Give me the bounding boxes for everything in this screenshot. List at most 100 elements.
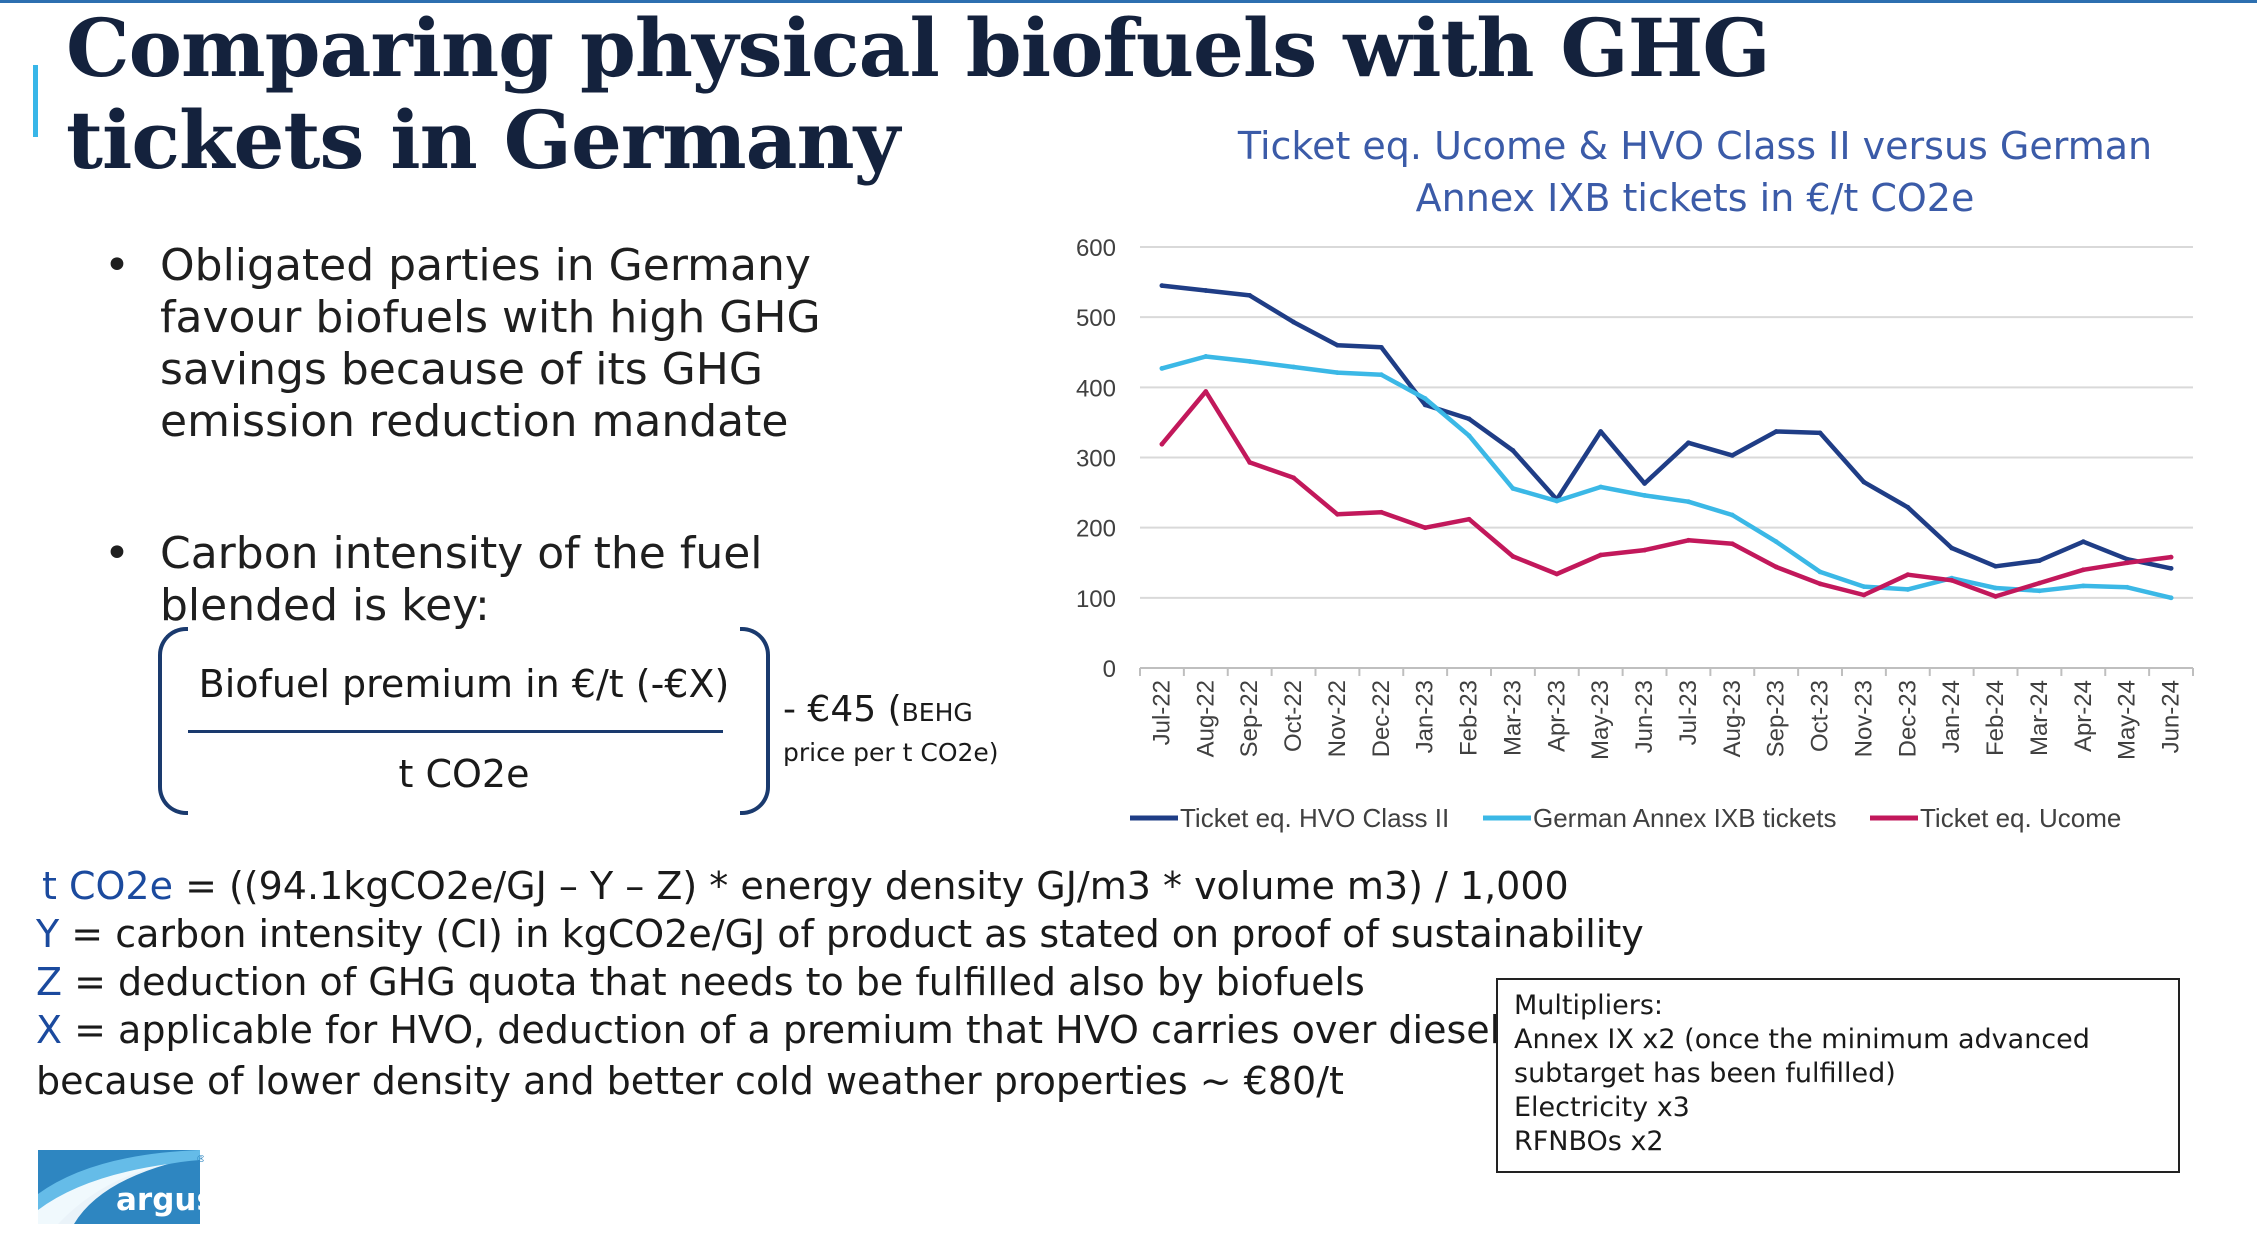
data-point	[1466, 516, 1472, 522]
data-point	[1905, 572, 1911, 578]
data-point	[1510, 554, 1516, 559]
chart-title: Ticket eq. Ucome & HVO Class II versus G…	[1237, 124, 2153, 220]
data-point	[1159, 441, 1165, 447]
x-tick-label: Jul-22	[1148, 680, 1175, 745]
x-tick-label: Dec-22	[1368, 680, 1395, 757]
data-point	[1554, 498, 1560, 504]
data-point	[1159, 283, 1165, 288]
series-line	[1159, 354, 2174, 601]
data-point	[2080, 583, 2086, 589]
data-point	[1861, 584, 1867, 590]
definition-row: X = applicable for HVO, deduction of a p…	[36, 1006, 1616, 1054]
data-point	[1993, 585, 1998, 591]
data-point	[1291, 364, 1296, 370]
definition-text: = applicable for HVO, deduction of a pre…	[62, 1008, 1501, 1052]
fraction-denominator: t CO2e	[398, 752, 530, 796]
right-bracket	[740, 627, 770, 815]
data-point	[1598, 552, 1604, 558]
data-point	[1905, 504, 1911, 510]
bullet-item: • Obligated parties in Germany favour bio…	[100, 240, 920, 448]
x-tick-label: Aug-22	[1192, 680, 1219, 757]
data-point	[1159, 365, 1165, 371]
page-title: Comparing physical biofuels with GHG tic…	[66, 1, 1771, 187]
data-point	[2037, 588, 2042, 594]
data-point	[1861, 479, 1867, 485]
definition-text: = carbon intensity (CI) in kgCO2e/GJ of …	[59, 912, 1644, 956]
multiplier-item: Annex IX x2 (once the minimum advanced s…	[1514, 1024, 2090, 1089]
data-point	[1905, 587, 1911, 592]
data-point	[1291, 319, 1296, 325]
data-point	[2168, 595, 2174, 601]
variable-definitions: t CO2e = ((94.1kgCO2e/GJ – Y – Z) * ener…	[36, 862, 1644, 1105]
fraction-bar	[188, 730, 723, 733]
data-point	[1773, 429, 1779, 434]
legend-label: Ticket eq. Ucome	[1920, 803, 2121, 833]
x-tick-label: Jan-24	[1938, 680, 1965, 753]
data-point	[1203, 389, 1209, 394]
data-point	[1554, 571, 1560, 577]
bullet-item: • Carbon intensity of the fuel blended is…	[100, 528, 920, 632]
data-point	[2124, 560, 2130, 566]
multipliers-heading: Multipliers:	[1514, 990, 1664, 1021]
y-tick-label: 0	[1103, 656, 1116, 683]
data-point	[2080, 567, 2086, 573]
data-point	[1598, 484, 1604, 490]
data-point	[1335, 511, 1340, 517]
fraction-formula: Biofuel premium in €/t (-€X) t CO2e	[158, 622, 773, 822]
y-tick-label: 500	[1076, 305, 1116, 332]
x-tick-label: May-23	[1587, 680, 1614, 760]
series-line	[1159, 283, 2174, 571]
data-point	[1949, 545, 1955, 551]
data-point	[1203, 288, 1209, 293]
data-point	[1247, 293, 1253, 298]
x-tick-label: Jun-23	[1631, 680, 1658, 753]
data-point	[1510, 448, 1516, 453]
data-point	[1203, 354, 1209, 359]
definition-text: because of lower density and better cold…	[36, 1059, 1344, 1103]
data-point	[1817, 569, 1823, 575]
bullet-text: Obligated parties in Germany favour biof…	[160, 240, 821, 447]
behg-value: - €45 (	[783, 689, 902, 730]
definition-text: = ((94.1kgCO2e/GJ – Y – Z) * energy dens…	[172, 864, 1569, 908]
behg-price-note: price per t CO2e)	[783, 738, 999, 767]
bullet-dot: •	[104, 528, 130, 579]
data-point	[1773, 564, 1779, 570]
data-point	[1422, 396, 1428, 401]
data-point	[1861, 592, 1867, 598]
data-point	[1949, 577, 1955, 583]
multiplier-item: Electricity x3	[1514, 1092, 1690, 1123]
title-accent-bar	[33, 65, 38, 137]
bullet-dot: •	[104, 240, 130, 291]
x-tick-label: May-24	[2114, 680, 2141, 760]
x-tick-label: Oct-23	[1807, 680, 1834, 752]
definition-variable: X	[36, 1008, 63, 1052]
data-point	[2168, 565, 2174, 571]
multipliers-box: Multipliers: Annex IX x2 (once the minim…	[1496, 978, 2180, 1173]
series-line	[1159, 389, 2174, 599]
x-tick-label: Jan-23	[1412, 680, 1439, 753]
data-point	[1378, 344, 1384, 350]
data-point	[2037, 580, 2042, 586]
data-point	[1378, 509, 1384, 515]
data-point	[1686, 537, 1691, 543]
legend-label: German Annex IXB tickets	[1533, 803, 1836, 833]
data-point	[1993, 594, 1998, 599]
data-point	[1422, 525, 1428, 531]
x-tick-label: Dec-23	[1894, 680, 1921, 757]
data-point	[1247, 460, 1253, 465]
y-tick-label: 200	[1076, 516, 1116, 543]
definition-row: t CO2e = ((94.1kgCO2e/GJ – Y – Z) * ener…	[36, 862, 1616, 910]
data-point	[1817, 430, 1823, 436]
x-tick-label: Feb-23	[1456, 680, 1483, 756]
data-point	[1335, 370, 1340, 375]
x-tick-label: Mar-23	[1499, 680, 1526, 756]
definition-row: Y = carbon intensity (CI) in kgCO2e/GJ o…	[36, 910, 1644, 958]
argus-logo: argus ®	[38, 1150, 204, 1224]
multiplier-item: RFNBOs x2	[1514, 1126, 1664, 1157]
data-point	[1247, 358, 1253, 364]
fraction-numerator: Biofuel premium in €/t (-€X)	[198, 662, 730, 706]
data-point	[1422, 402, 1428, 408]
x-tick-label: Apr-23	[1543, 680, 1570, 752]
top-rule	[0, 0, 2257, 3]
data-point	[1729, 452, 1735, 458]
